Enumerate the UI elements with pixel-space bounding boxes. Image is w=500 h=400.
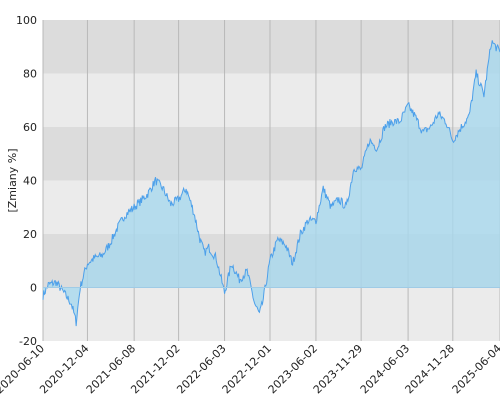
y-tick-label: 40	[23, 175, 37, 188]
y-tick-label: -20	[19, 335, 37, 348]
y-tick-label: 20	[23, 228, 37, 241]
background-band	[43, 20, 500, 74]
background-band	[43, 73, 500, 127]
y-tick-label: 80	[23, 68, 37, 81]
series-area	[43, 40, 500, 327]
y-axis-ticks: -20 0 20 40 60 80 100	[16, 14, 37, 348]
x-tick-label: 2025-06-04	[450, 342, 500, 396]
background-band	[43, 287, 500, 341]
x-axis-ticks: 2020-06-102020-12-042021-06-082021-12-02…	[0, 342, 500, 396]
y-axis-title: [Zmiany %]	[6, 148, 19, 212]
y-tick-label: 0	[30, 282, 37, 295]
y-tick-label: 100	[16, 14, 37, 27]
series-line	[42, 40, 500, 327]
y-tick-label: 60	[23, 121, 37, 134]
